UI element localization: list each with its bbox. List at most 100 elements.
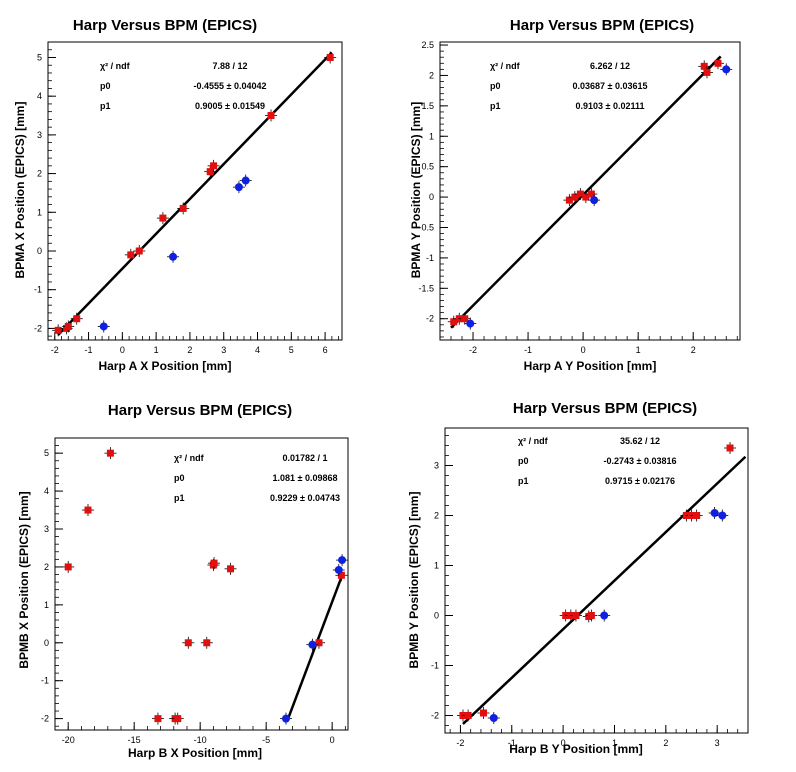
y-tick-label: 4 xyxy=(44,486,49,496)
y-tick-label: 3 xyxy=(434,461,439,471)
y-tick-label: -1 xyxy=(41,676,49,686)
data-point-red xyxy=(587,190,595,198)
stats-value: 0.9103 ± 0.02111 xyxy=(575,101,644,111)
chart-title: Harp Versus BPM (EPICS) xyxy=(513,400,697,417)
x-tick-label: 1 xyxy=(154,345,159,355)
data-point-blue xyxy=(169,252,178,261)
x-axis-label: Harp B Y Position [mm] xyxy=(509,742,643,756)
y-tick-label: 0 xyxy=(44,638,49,648)
x-tick-label: 1 xyxy=(636,345,641,355)
stats-value: 0.9715 ± 0.02176 xyxy=(605,476,675,486)
y-tick-label: -0.5 xyxy=(418,222,434,232)
y-tick-label: -2 xyxy=(34,323,42,333)
y-tick-label: -2 xyxy=(431,711,439,721)
data-point-red xyxy=(450,318,458,326)
data-point-blue xyxy=(710,509,719,517)
data-point-blue xyxy=(281,714,290,723)
data-point-red xyxy=(64,322,72,330)
data-point-red xyxy=(582,193,590,201)
y-tick-label: -1.5 xyxy=(418,283,434,293)
data-point-red xyxy=(154,715,162,723)
x-tick-label: 1 xyxy=(612,738,617,748)
y-tick-label: 5 xyxy=(37,52,42,62)
y-tick-label: -1 xyxy=(34,285,42,295)
data-point-red xyxy=(73,315,81,323)
data-point-red xyxy=(179,204,187,212)
data-point-red xyxy=(54,326,62,334)
data-point-red xyxy=(703,68,711,76)
stats-value: -0.4555 ± 0.04042 xyxy=(194,81,267,91)
y-tick-label: 3 xyxy=(44,524,49,534)
y-tick-label: 2 xyxy=(44,562,49,572)
data-point-red xyxy=(184,639,192,647)
y-tick-label: 1 xyxy=(44,600,49,610)
y-axis-label: BPMA X Position (EPICS) [mm] xyxy=(13,102,27,279)
chart-panel-1: Harp Versus BPM (EPICS) -2 -1 0 1 2 3 4 5 6 -2 -1 0 1… xyxy=(13,17,343,373)
data-point-red xyxy=(700,62,708,70)
data-point-blue xyxy=(334,565,343,574)
y-tick-label: -2 xyxy=(426,314,434,324)
stats-label: χ² / ndf xyxy=(100,61,131,71)
y-tick-label: 3 xyxy=(37,130,42,140)
data-point-red xyxy=(714,59,722,67)
fit-line xyxy=(57,51,333,336)
stats-value: 1.081 ± 0.09868 xyxy=(273,473,338,483)
chart-title: Harp Versus BPM (EPICS) xyxy=(73,17,257,34)
y-tick-label: 1 xyxy=(429,131,434,141)
y-tick-label: 2 xyxy=(434,511,439,521)
data-point-blue xyxy=(308,640,317,649)
y-axis-label: BPMB Y Position (EPICS) [mm] xyxy=(407,492,421,669)
stats-label: p0 xyxy=(518,456,529,466)
stats-value: 35.62 / 12 xyxy=(620,436,660,446)
data-point-red xyxy=(464,712,472,719)
x-tick-label: 2 xyxy=(663,738,668,748)
x-tick-label: 0 xyxy=(120,345,125,355)
x-tick-label: 5 xyxy=(289,345,294,355)
stats-label: χ² / ndf xyxy=(174,453,205,463)
plot-frame xyxy=(444,427,749,734)
y-tick-label: -1 xyxy=(426,253,434,263)
stats-label: χ² / ndf xyxy=(490,61,521,71)
x-tick-label: 0 xyxy=(561,738,566,748)
stats-label: p1 xyxy=(100,101,111,111)
stats-value: 0.9005 ± 0.01549 xyxy=(195,101,265,111)
y-tick-label: 2 xyxy=(429,70,434,80)
data-point-red xyxy=(461,315,469,323)
data-point-red xyxy=(227,565,235,573)
data-point-blue xyxy=(99,322,108,331)
stats-label: p0 xyxy=(100,81,111,91)
data-point-red xyxy=(159,214,167,222)
x-tick-label: 6 xyxy=(323,345,328,355)
x-axis-label: Harp A X Position [mm] xyxy=(98,359,231,373)
data-point-red xyxy=(106,449,114,457)
y-tick-label: -1 xyxy=(431,661,439,671)
x-tick-label: -15 xyxy=(128,735,141,745)
stats-label: p0 xyxy=(490,81,501,91)
x-tick-label: -10 xyxy=(194,735,207,745)
data-point-blue xyxy=(234,183,243,192)
y-axis-label: BPMB X Position (EPICS) [mm] xyxy=(17,491,31,668)
data-point-red xyxy=(576,190,584,198)
y-tick-label: 0 xyxy=(429,192,434,202)
y-tick-label: 1 xyxy=(37,207,42,217)
data-point-red xyxy=(571,193,579,201)
chart-title: Harp Versus BPM (EPICS) xyxy=(108,402,292,419)
x-tick-label: 3 xyxy=(221,345,226,355)
data-point-blue xyxy=(466,319,475,328)
x-tick-label: 0 xyxy=(581,345,586,355)
stats-value: 0.9229 ± 0.04743 xyxy=(270,493,340,503)
data-point-red xyxy=(135,247,143,255)
stats-label: p0 xyxy=(174,473,185,483)
data-point-red xyxy=(572,612,580,619)
stats-label: p1 xyxy=(174,493,185,503)
data-point-blue xyxy=(590,196,599,205)
x-tick-label: -2 xyxy=(469,345,477,355)
x-tick-label: -20 xyxy=(62,735,75,745)
data-point-red xyxy=(64,563,72,571)
x-tick-label: 2 xyxy=(691,345,696,355)
data-point-red xyxy=(127,251,135,259)
stats-value: 0.01782 / 1 xyxy=(282,453,327,463)
data-point-red xyxy=(326,53,334,61)
data-point-blue xyxy=(718,511,727,520)
stats-label: χ² / ndf xyxy=(518,436,549,446)
